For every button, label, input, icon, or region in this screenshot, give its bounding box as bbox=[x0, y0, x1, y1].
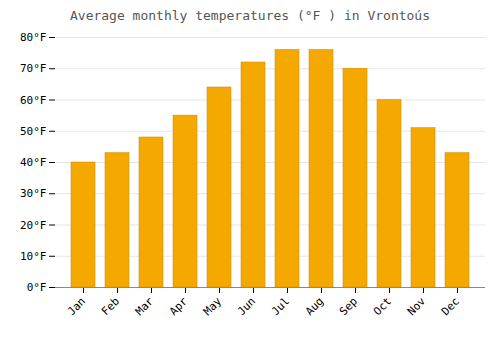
html-text:Average monthly temperatures (: Average monthly temperatures (°F ) in Vr… bbox=[70, 8, 430, 23]
svg-text:70°F: 70°F bbox=[20, 62, 47, 75]
svg-text:0°F: 0°F bbox=[27, 281, 47, 294]
svg-text:Jun: Jun bbox=[235, 295, 258, 318]
svg-text:Apr: Apr bbox=[167, 294, 191, 318]
svg-text:Nov: Nov bbox=[405, 294, 429, 318]
svg-text:Sep: Sep bbox=[337, 295, 360, 318]
svg-text:Dec: Dec bbox=[439, 295, 462, 318]
svg-text:40°F: 40°F bbox=[20, 156, 47, 169]
svg-text:50°F: 50°F bbox=[20, 125, 47, 138]
svg-text:30°F: 30°F bbox=[20, 187, 47, 200]
svg-text:80°F: 80°F bbox=[20, 31, 47, 44]
svg-text:Aug: Aug bbox=[303, 295, 326, 318]
svg-text:Jul: Jul bbox=[269, 295, 292, 318]
svg-text:Jan: Jan bbox=[65, 295, 88, 318]
svg-text:10°F: 10°F bbox=[20, 250, 47, 263]
svg-text:60°F: 60°F bbox=[20, 94, 47, 107]
svg-text:Mar: Mar bbox=[133, 294, 157, 318]
svg-text:20°F: 20°F bbox=[20, 219, 47, 232]
svg-text:Feb: Feb bbox=[99, 295, 122, 318]
svg-text:Oct: Oct bbox=[371, 295, 394, 318]
svg-text:May: May bbox=[201, 294, 225, 318]
